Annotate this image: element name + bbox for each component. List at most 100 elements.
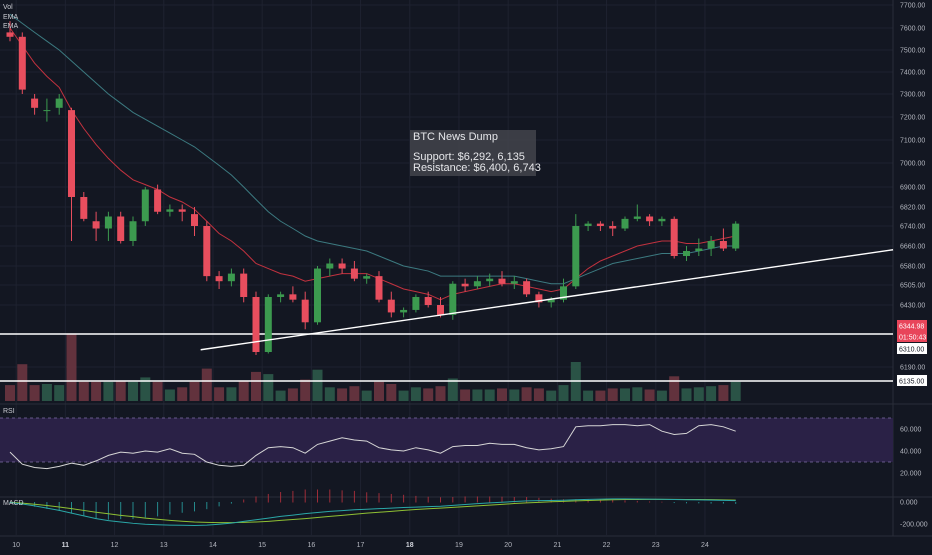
price-badge	[897, 375, 927, 386]
volume-bar	[595, 390, 606, 401]
volume-bar	[533, 388, 544, 401]
macd-histogram-bar	[329, 489, 331, 503]
macd-histogram-bar	[157, 502, 159, 517]
macd-line	[9, 498, 736, 527]
volume-bar	[214, 387, 225, 401]
volume-bar	[706, 386, 717, 401]
macd-histogram-bar	[292, 490, 294, 503]
volume-bar	[312, 369, 323, 401]
macd-histogram-bar	[144, 502, 146, 518]
candle-body	[363, 276, 371, 279]
candle-body	[584, 223, 592, 226]
volume-bar	[509, 389, 520, 401]
price-tick-label: 7100.00	[900, 138, 925, 145]
volume-bar	[398, 390, 409, 401]
macd-histogram-bar	[526, 497, 528, 503]
macd-histogram-bar	[169, 502, 171, 515]
annotation-support: Support: $6,292, 6,135	[413, 151, 525, 163]
macd-histogram-bar	[464, 496, 466, 503]
candle-body	[596, 223, 604, 226]
candle-body	[227, 273, 235, 282]
macd-histogram-bar	[317, 489, 318, 503]
volume-bar	[164, 389, 175, 401]
candle-body	[609, 226, 617, 229]
ema-slow-line	[9, 13, 736, 285]
macd-histogram-bar	[415, 495, 417, 503]
candle-body	[277, 294, 285, 297]
candle-body	[264, 297, 272, 352]
macd-histogram-bar	[58, 502, 60, 511]
x-tick-label: 23	[652, 542, 660, 549]
volume-bar	[484, 389, 495, 401]
rsi-line	[9, 424, 736, 470]
volume-bar	[128, 381, 138, 401]
vol-legend: Vol	[3, 4, 13, 11]
macd-histogram-bar	[710, 502, 712, 504]
ema-fast-line	[9, 27, 736, 301]
volume-bar	[66, 333, 77, 401]
candle-body	[719, 241, 727, 249]
annotation-box[interactable]: BTC News Dump Support: $6,292, 6,135 Res…	[410, 130, 541, 176]
price-tick-label: 6430.00	[900, 303, 925, 310]
price-tick-label: 6660.00	[900, 244, 925, 251]
candle-body	[732, 223, 740, 249]
macd-histogram-bar	[366, 492, 368, 503]
x-tick-label: 21	[553, 542, 561, 549]
macd-histogram-bar	[378, 493, 380, 503]
x-tick-label: 11	[62, 542, 70, 549]
candle-body	[154, 189, 162, 212]
volume-bar	[201, 368, 212, 401]
price-tick-label: 6820.00	[900, 205, 925, 212]
candle-body	[6, 32, 14, 37]
macd-histogram-bar	[661, 501, 663, 503]
macd-tick-label: -200.000	[900, 522, 928, 529]
price-badge-label: 6310.00	[899, 347, 924, 354]
rsi-tick-label: 60.000	[900, 427, 922, 434]
macd-histogram-bar	[280, 492, 282, 503]
macd-histogram-bar	[218, 502, 220, 507]
candle-body	[80, 197, 88, 219]
candle-body	[707, 241, 715, 249]
price-badge	[897, 343, 927, 354]
annotation-resistance: Resistance: $6,400, 6,743	[413, 162, 541, 174]
candle-body	[424, 297, 432, 305]
candle-body	[670, 218, 678, 256]
candle-body	[510, 281, 518, 284]
macd-histogram-bar	[722, 502, 724, 504]
candle-body	[375, 276, 383, 300]
price-tick-label: 7200.00	[900, 115, 925, 122]
volume-bar	[632, 387, 643, 401]
candle-body	[560, 286, 567, 300]
rsi-tick-label: 40.000	[900, 449, 922, 456]
volume-bar	[656, 390, 667, 401]
macd-histogram-bar	[489, 496, 491, 503]
macd-histogram-bar	[735, 502, 737, 504]
price-tick-label: 6900.00	[900, 185, 925, 192]
ema-legend-1: EMA	[3, 14, 19, 21]
candle-body	[535, 294, 543, 303]
x-tick-label: 20	[504, 542, 512, 549]
macd-histogram-bar	[427, 496, 429, 503]
candle-body	[215, 276, 223, 282]
candle-body	[646, 216, 654, 222]
macd-histogram-bar	[255, 496, 257, 503]
x-tick-label: 19	[455, 542, 463, 549]
candle-body	[486, 278, 494, 282]
candle-body	[621, 218, 629, 229]
volume-bar	[226, 387, 237, 401]
x-tick-label: 24	[701, 542, 709, 549]
volume-bar	[300, 379, 311, 401]
volume-bar	[361, 390, 372, 401]
volume-bar	[681, 388, 692, 401]
volume-bar	[91, 381, 102, 401]
macd-histogram-bar	[452, 497, 454, 503]
x-tick-label: 17	[357, 542, 365, 549]
volume-bar	[17, 364, 28, 401]
volume-bar	[644, 389, 655, 401]
volume-bar	[324, 387, 335, 401]
candle-body	[572, 226, 580, 287]
macd-histogram-bar	[476, 496, 478, 503]
volume-bar	[275, 390, 286, 401]
